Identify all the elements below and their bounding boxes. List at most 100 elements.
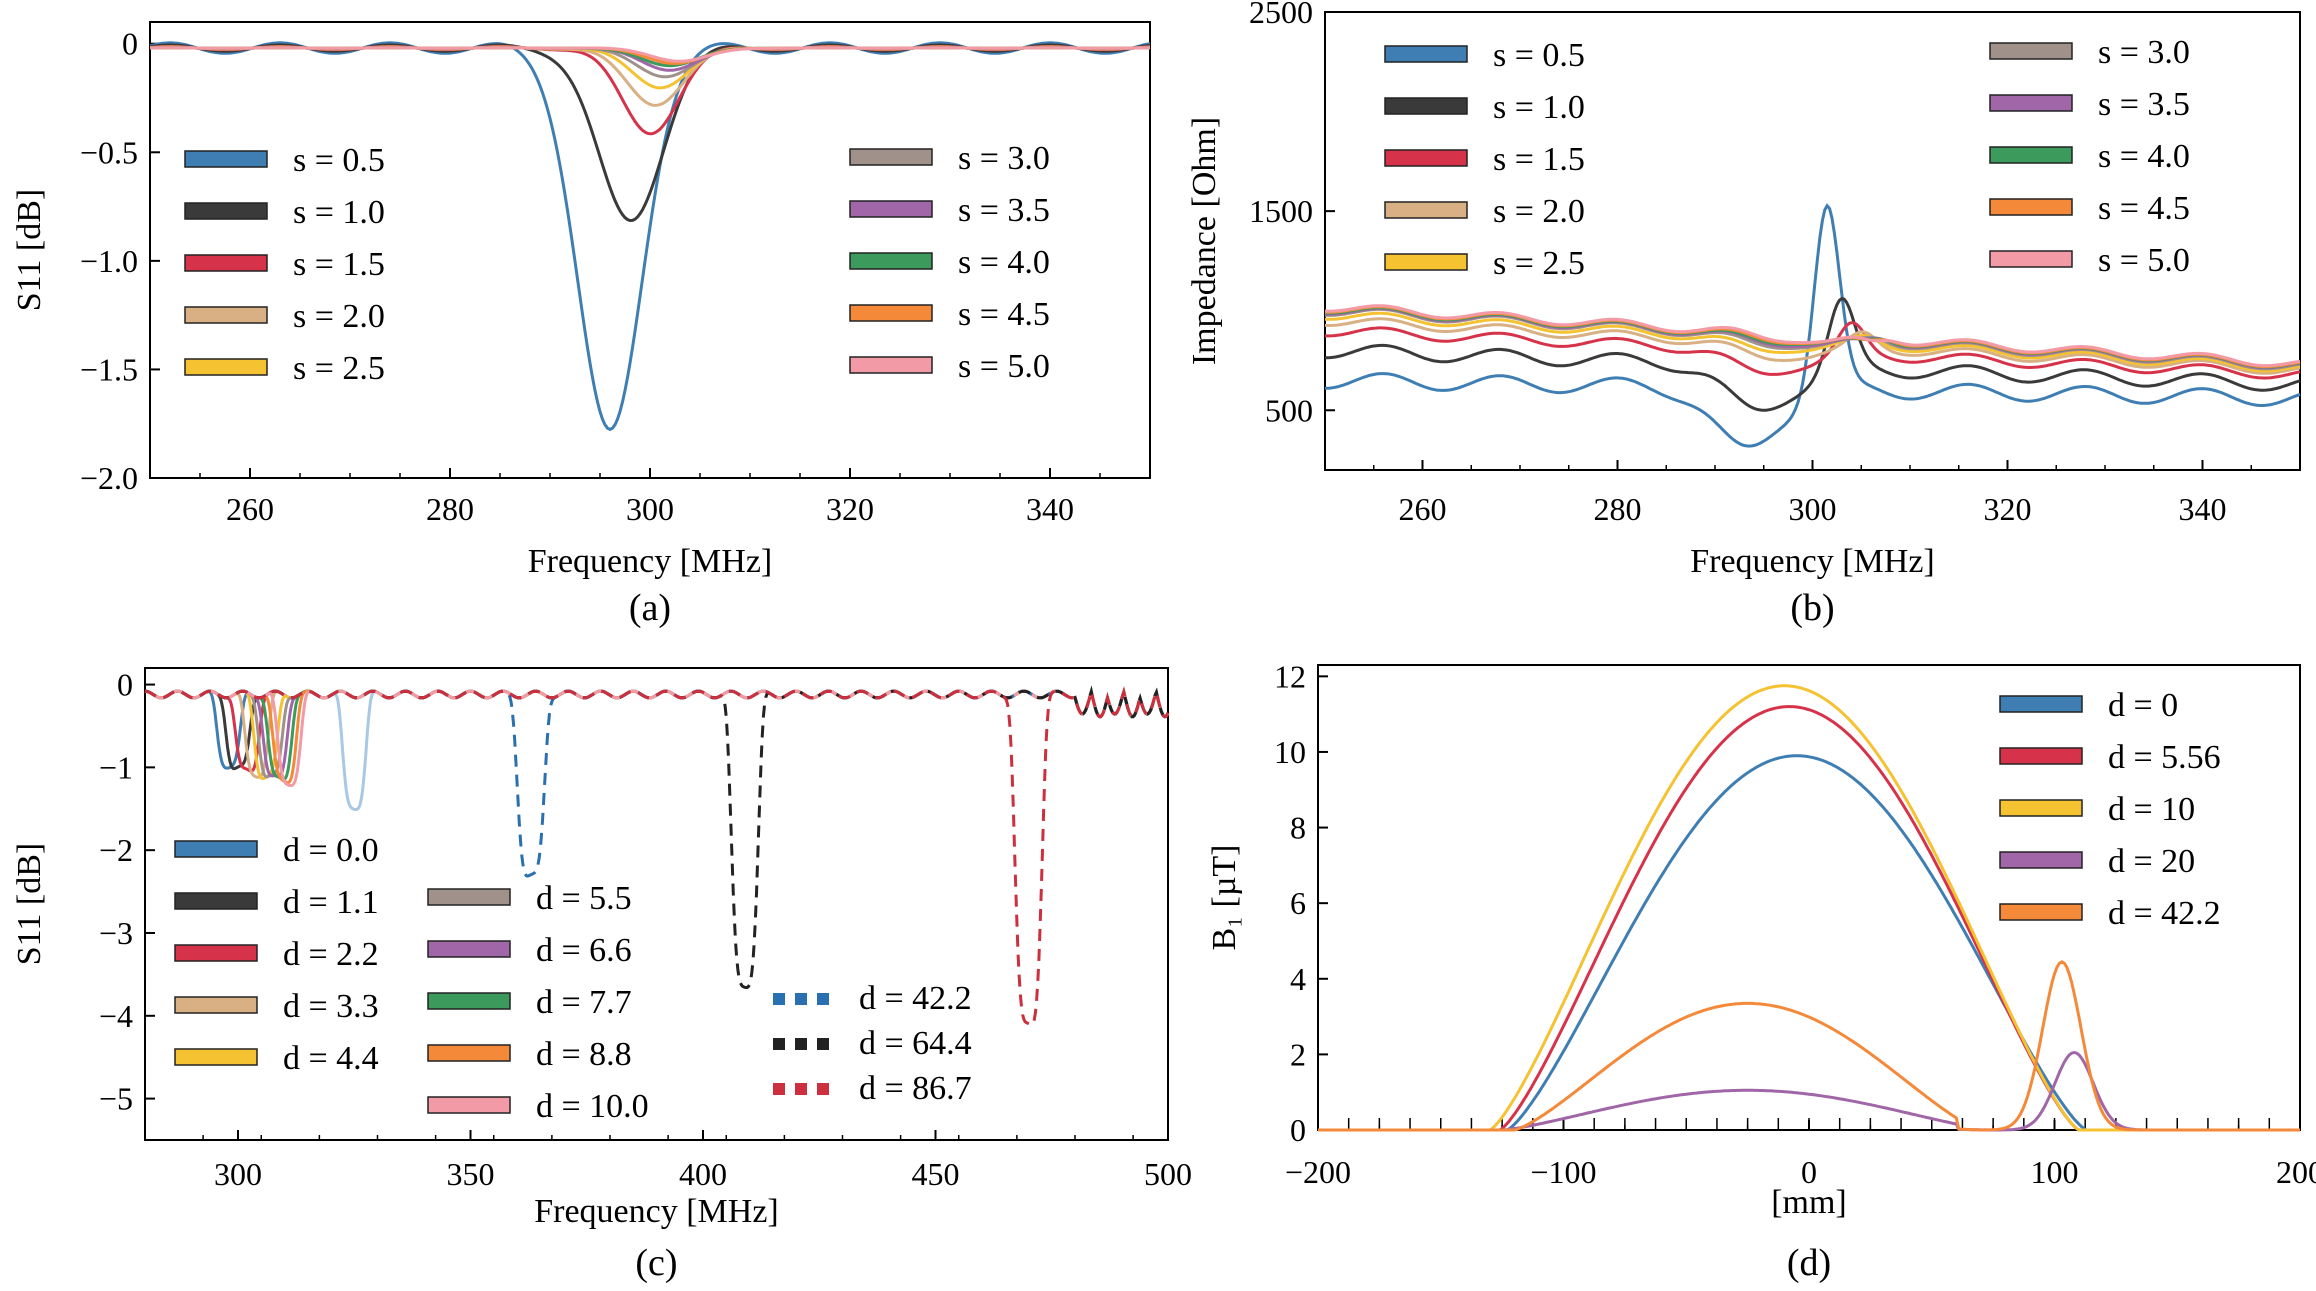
- legend-label: s = 2.0: [1493, 193, 1585, 230]
- legend-label: d = 86.7: [859, 1070, 972, 1107]
- y-tick-label: −2: [99, 832, 133, 868]
- legend-label: d = 3.3: [283, 988, 379, 1025]
- y-axis-title: S11 [dB]: [11, 843, 48, 965]
- legend-label: s = 0.5: [1493, 37, 1585, 74]
- legend-swatch: [773, 1038, 785, 1050]
- legend-swatch: [817, 1083, 829, 1095]
- x-tick-label: 200: [2276, 1154, 2316, 1190]
- legend-swatch: [427, 888, 511, 906]
- x-tick-label: 300: [626, 491, 674, 527]
- legend-label: d = 20: [2108, 843, 2195, 880]
- series-line-1: [1325, 203, 2301, 448]
- series-line-4: [1324, 317, 2301, 375]
- legend-swatch: [427, 992, 511, 1010]
- legend-swatch: [184, 202, 268, 220]
- x-axis-title: Frequency [MHz]: [528, 543, 773, 580]
- x-tick-label: 320: [826, 491, 874, 527]
- y-tick-label: 10: [1274, 734, 1306, 770]
- legend-swatch: [795, 1038, 807, 1050]
- y-tick-label: −1: [99, 749, 133, 785]
- series-line-3: [1325, 321, 2301, 380]
- x-tick-label: 340: [1026, 491, 1074, 527]
- legend-swatch: [817, 1038, 829, 1050]
- x-tick-label: −200: [1285, 1154, 1351, 1190]
- legend-swatch: [773, 993, 785, 1005]
- legend-label: d = 10.0: [536, 1088, 649, 1125]
- legend-swatch: [849, 200, 933, 218]
- x-tick-label: 350: [447, 1156, 495, 1192]
- y-tick-label: 2500: [1249, 0, 1313, 30]
- legend-swatch: [1989, 198, 2073, 216]
- legend-label: s = 4.0: [958, 244, 1050, 281]
- legend-label: d = 5.5: [536, 880, 632, 917]
- series-line-10: [144, 685, 1170, 787]
- legend-label: d = 2.2: [283, 936, 379, 973]
- legend-label: s = 4.5: [958, 296, 1050, 333]
- legend-label: d = 0.0: [283, 832, 379, 869]
- legend-swatch: [849, 252, 933, 270]
- panel-c: 300 350 400 450 500 0 −1 −2 −3 −4 −5 Frequency [MHz…: [11, 667, 1192, 1284]
- legend-swatch: [1384, 149, 1468, 167]
- x-tick-label: 320: [1984, 491, 2032, 527]
- y-tick-label: −1.0: [80, 243, 138, 279]
- legend-label: s = 1.0: [1493, 89, 1585, 126]
- series-line-10: [150, 46, 1151, 63]
- panel-caption: (d): [1787, 1242, 1831, 1284]
- series-line-10: [1324, 304, 2301, 368]
- y-axis-title: B₁ [µT]: [1206, 844, 1243, 950]
- series-line-5: [1324, 311, 2301, 373]
- legend-label: s = 0.5: [293, 142, 385, 179]
- y-tick-label: 500: [1265, 392, 1313, 428]
- y-tick-label: 2: [1290, 1036, 1306, 1072]
- legend-swatch: [1989, 250, 2073, 268]
- series-line-13: [144, 685, 1170, 1027]
- y-tick-label: −0.5: [80, 134, 138, 170]
- y-tick-label: −3: [99, 915, 133, 951]
- x-tick-label: 500: [1144, 1156, 1192, 1192]
- legend-label: d = 6.6: [536, 932, 632, 969]
- y-tick-label: −1.5: [80, 351, 138, 387]
- x-tick-label: 280: [426, 491, 474, 527]
- legend-label: d = 42.2: [859, 980, 972, 1017]
- legend-label: d = 5.56: [2108, 739, 2221, 776]
- legend-swatch: [174, 892, 258, 910]
- legend-label: d = 42.2: [2108, 895, 2221, 932]
- x-axis-title: Frequency [MHz]: [534, 1193, 779, 1230]
- legend-swatch: [849, 356, 933, 374]
- legend-swatch: [1989, 146, 2073, 164]
- legend-label: d = 4.4: [283, 1040, 379, 1077]
- panel-b: 260 280 300 320 340 500 1500 2500 Frequency [MHz…: [1186, 0, 2301, 629]
- legend-label: s = 2.5: [1493, 245, 1585, 282]
- panel-caption: (c): [635, 1242, 677, 1284]
- legend-swatch: [795, 1083, 807, 1095]
- legend-label: s = 2.0: [293, 298, 385, 335]
- legend-label: s = 3.0: [958, 140, 1050, 177]
- legend-swatch: [427, 1096, 511, 1114]
- y-axis-title: Impedance [Ohm]: [1186, 117, 1223, 365]
- legend-swatch: [1999, 903, 2083, 921]
- legend-swatch: [427, 1044, 511, 1062]
- panel-d: −200 −100 0 100 200 0 2 4 6 8 10 12 [mm] B₁ [µT] (d) d …: [1206, 658, 2316, 1284]
- y-tick-label: −2.0: [80, 460, 138, 496]
- x-tick-label: 100: [2031, 1154, 2079, 1190]
- legend-label: s = 2.5: [293, 350, 385, 387]
- x-axis-title: Frequency [MHz]: [1690, 543, 1935, 580]
- y-tick-label: 12: [1274, 658, 1306, 694]
- legend-swatch: [849, 148, 933, 166]
- legend-label: s = 3.5: [958, 192, 1050, 229]
- x-tick-label: 0: [1801, 1154, 1817, 1190]
- x-tick-label: 300: [214, 1156, 262, 1192]
- legend-label: s = 4.5: [2098, 190, 2190, 227]
- y-axis-title: S11 [dB]: [11, 189, 48, 311]
- legend-label: s = 1.5: [293, 246, 385, 283]
- x-tick-label: 260: [1399, 491, 1447, 527]
- legend-label: d = 7.7: [536, 984, 632, 1021]
- series-line-2: [1325, 296, 2301, 412]
- y-tick-label: −4: [99, 998, 133, 1034]
- y-tick-label: 0: [117, 667, 133, 703]
- legend-label: d = 1.1: [283, 884, 379, 921]
- plot-frame: [144, 667, 1169, 1141]
- y-tick-label: 8: [1290, 810, 1306, 846]
- legend-label: s = 5.0: [2098, 242, 2190, 279]
- legend-label: d = 0: [2108, 687, 2178, 724]
